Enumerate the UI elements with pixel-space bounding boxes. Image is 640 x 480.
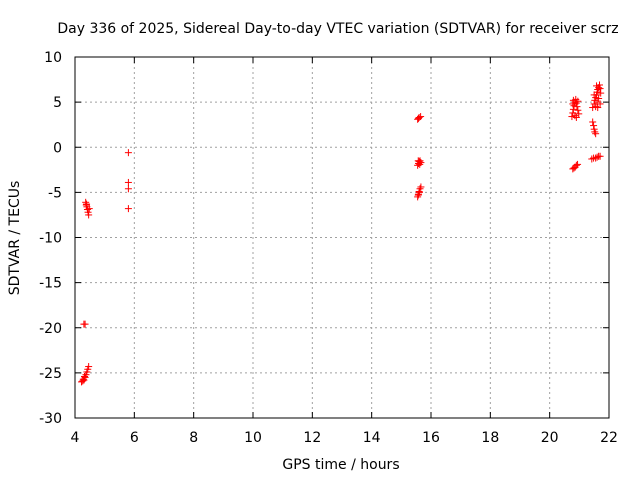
y-tick-label: 5: [53, 95, 62, 111]
data-point: [596, 85, 604, 93]
data-point: [572, 113, 580, 121]
x-tick-label: 4: [71, 430, 80, 446]
data-point: [596, 81, 604, 89]
y-tick-label: -20: [39, 321, 62, 337]
data-point: [594, 104, 602, 112]
data-point: [592, 154, 600, 162]
plot-frame: [74, 56, 610, 419]
data-point: [568, 113, 576, 121]
data-point: [569, 100, 577, 108]
data-point: [593, 153, 601, 161]
data-point: [574, 106, 582, 114]
data-point: [414, 157, 422, 165]
data-point: [416, 160, 424, 168]
y-tick-label: -15: [39, 276, 62, 292]
data-point: [573, 103, 581, 111]
y-tick-label: -30: [39, 411, 62, 427]
data-point: [591, 128, 599, 136]
data-point: [416, 185, 424, 193]
data-point: [85, 363, 93, 371]
x-tick-label: 16: [422, 430, 440, 446]
data-point: [81, 320, 89, 328]
data-point: [597, 89, 605, 97]
y-tick-label: 0: [53, 140, 62, 156]
y-tick-label: -5: [48, 185, 62, 201]
data-point: [596, 100, 604, 108]
x-axis-label: GPS time / hours: [282, 457, 399, 473]
data-point: [79, 377, 87, 385]
data-point: [569, 96, 577, 104]
data-point: [590, 91, 598, 99]
y-tick-label: -25: [39, 366, 62, 382]
data-point: [415, 114, 423, 122]
x-tick-label: 18: [481, 430, 499, 446]
data-point: [124, 205, 132, 213]
data-point: [593, 98, 601, 106]
data-point: [574, 97, 582, 105]
data-point: [569, 105, 577, 113]
x-tick-label: 6: [130, 430, 139, 446]
x-tick-label: 10: [244, 430, 262, 446]
x-tick-label: 12: [303, 430, 321, 446]
x-tick-label: 14: [363, 430, 381, 446]
data-point: [595, 95, 603, 103]
data-point: [575, 110, 583, 118]
y-tick-label: 10: [44, 50, 62, 66]
data-point: [596, 152, 604, 160]
axis-ticks: 4 6 8 10 12 14 16 18 20 22 -30 -25 -20 -15 -10 -5 0 5 10: [39, 50, 618, 446]
data-point: [589, 118, 597, 126]
data-point: [415, 113, 423, 121]
data-point: [80, 372, 88, 380]
data-point: [124, 185, 132, 193]
data-point: [571, 112, 579, 120]
data-point: [414, 191, 422, 199]
data-point: [593, 82, 601, 90]
chart-title: Day 336 of 2025, Sidereal Day-to-day VTE…: [57, 21, 618, 37]
data-point: [83, 200, 91, 208]
x-tick-label: 20: [541, 430, 559, 446]
x-tick-label: 8: [189, 430, 198, 446]
data-points: [78, 81, 605, 386]
data-point: [124, 178, 132, 186]
data-point: [124, 149, 132, 157]
data-point: [588, 155, 596, 163]
y-tick-label: -10: [39, 231, 62, 247]
data-point: [417, 183, 425, 191]
x-tick-label: 22: [600, 430, 618, 446]
data-point: [590, 122, 598, 130]
data-point: [85, 205, 93, 213]
data-point: [572, 161, 580, 169]
y-axis-label: SDTVAR / TECUs: [7, 181, 23, 296]
data-point: [592, 130, 600, 138]
data-point: [85, 211, 93, 219]
data-point: [574, 160, 582, 168]
grid-lines: [75, 57, 609, 418]
